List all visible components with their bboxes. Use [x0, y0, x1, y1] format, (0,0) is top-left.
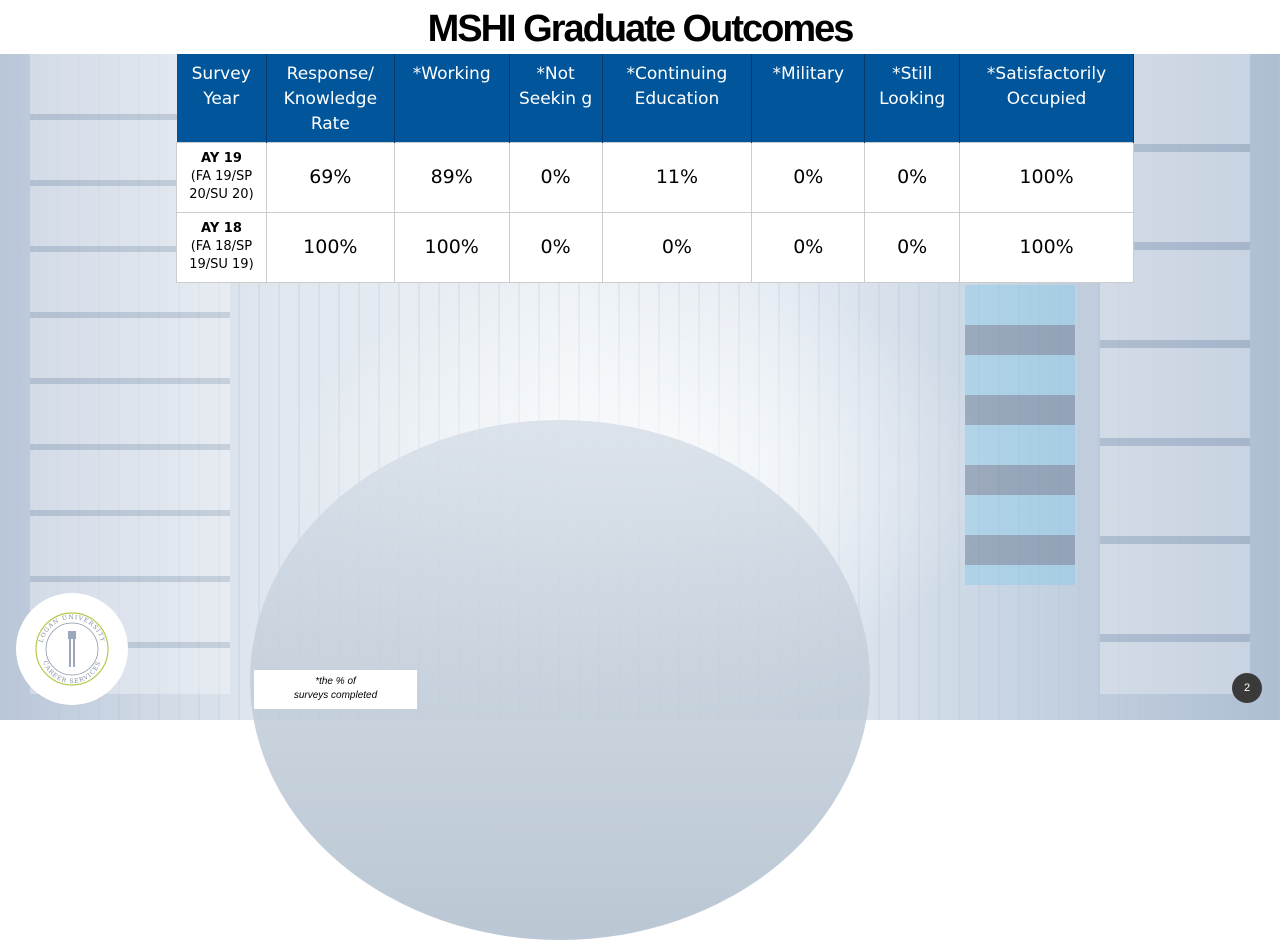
footnote: *the % of surveys completed	[254, 670, 417, 709]
footnote-line-1: *the % of	[315, 676, 356, 687]
outcomes-table: Survey Year Response/ Knowledge Rate *Wo…	[176, 54, 1134, 283]
header-response-rate: Response/ Knowledge Rate	[266, 54, 395, 142]
value-cell: 100%	[393, 211, 510, 283]
page-number-badge: 2	[1232, 673, 1262, 703]
header-row: Survey Year Response/ Knowledge Rate *Wo…	[176, 54, 1134, 142]
university-seal-icon: LOGAN UNIVERSITY CAREER SERVICES	[35, 612, 109, 686]
value-cell: 0%	[751, 141, 866, 213]
value-cell: 69%	[265, 141, 395, 213]
value-cell: 89%	[393, 141, 510, 213]
survey-year-cell: AY 18 (FA 18/SP 19/SU 19)	[176, 211, 267, 283]
header-military: *Military	[751, 54, 866, 142]
header-still-looking: *Still Looking	[864, 54, 961, 142]
value-cell: 0%	[751, 211, 866, 283]
year-label: AY 19	[201, 151, 242, 166]
value-cell: 100%	[265, 211, 395, 283]
year-label: AY 18	[201, 221, 242, 236]
value-cell: 0%	[864, 211, 961, 283]
value-cell: 100%	[959, 211, 1134, 283]
footnote-line-2: surveys completed	[293, 690, 378, 701]
survey-year-cell: AY 19 (FA 19/SP 20/SU 20)	[176, 141, 267, 213]
server-rack-lights	[965, 285, 1075, 585]
value-cell: 0%	[508, 211, 603, 283]
table-row: AY 18 (FA 18/SP 19/SU 19) 100% 100% 0% 0%…	[176, 211, 1134, 283]
header-not-seeking: *Not Seekin g	[509, 54, 603, 142]
table-row: AY 19 (FA 19/SP 20/SU 20) 69% 89% 0% 11% …	[176, 141, 1134, 213]
header-continuing-education: *Continuing Education	[602, 54, 753, 142]
value-cell: 0%	[601, 211, 753, 283]
header-survey-year: Survey Year	[176, 54, 267, 142]
value-cell: 0%	[864, 141, 961, 213]
year-terms: (FA 19/SP 20/SU 20)	[189, 169, 254, 202]
year-terms: (FA 18/SP 19/SU 19)	[189, 239, 254, 272]
value-cell: 11%	[601, 141, 753, 213]
value-cell: 0%	[508, 141, 603, 213]
career-services-logo: LOGAN UNIVERSITY CAREER SERVICES	[16, 593, 128, 705]
value-cell: 100%	[959, 141, 1134, 213]
header-satisfactorily-occupied: *Satisfactorily Occupied	[959, 54, 1134, 142]
header-working: *Working	[394, 54, 510, 142]
slide-title: MSHI Graduate Outcomes	[0, 0, 1280, 54]
